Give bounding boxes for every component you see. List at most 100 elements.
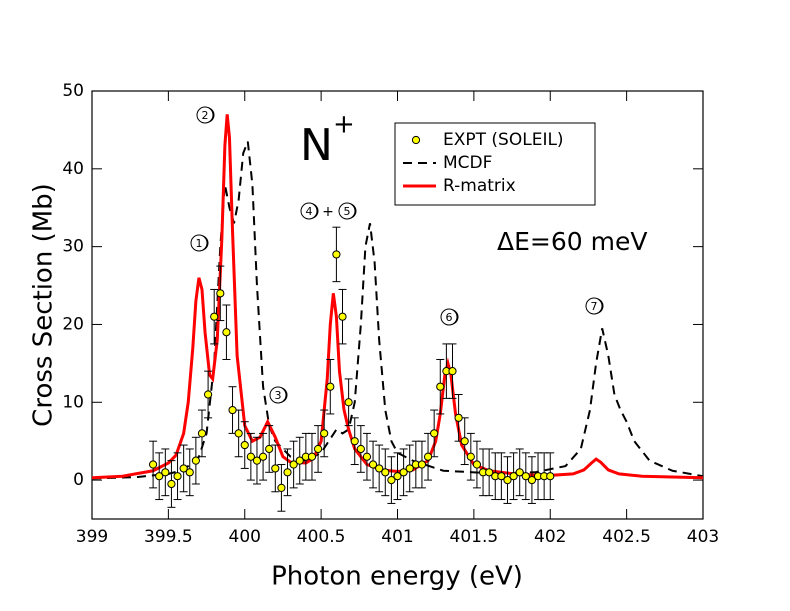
peak-label-circle	[190, 234, 208, 252]
annotation: ΔE=60 meV	[497, 227, 647, 256]
data-point	[381, 468, 390, 477]
x-axis-label: Photon energy (eV)	[271, 562, 523, 592]
peak-label-circle	[338, 202, 356, 220]
x-tick-label: 401	[381, 527, 413, 547]
y-tick-label: 0	[73, 470, 84, 490]
data-point	[173, 472, 182, 481]
data-point	[179, 464, 188, 473]
x-tick-label: 400	[229, 527, 261, 547]
x-tick-label: 399	[76, 527, 108, 547]
data-point	[546, 472, 555, 481]
data-point	[289, 460, 298, 469]
peak-label: 5	[344, 205, 351, 218]
x-tick-label: 399.5	[144, 527, 193, 547]
legend-marker	[411, 135, 421, 145]
data-point	[497, 472, 506, 481]
data-point	[155, 472, 164, 481]
x-tick-label: 402	[534, 527, 566, 547]
line-series	[91, 114, 704, 480]
data-point	[387, 475, 396, 485]
data-point	[423, 452, 433, 461]
data-point	[356, 444, 365, 454]
x-tick-label: 400.5	[297, 527, 346, 547]
data-point	[344, 398, 353, 407]
data-point	[375, 464, 384, 473]
data-point	[527, 475, 537, 485]
data-point	[228, 405, 237, 415]
data-point	[185, 468, 194, 477]
peak-label-circle	[269, 386, 287, 404]
data-point	[320, 429, 329, 438]
peak-label-circle	[300, 202, 318, 220]
data-point	[197, 429, 207, 438]
legend-label: MCDF	[443, 153, 492, 173]
data-point	[436, 382, 445, 391]
y-tick-label: 50	[62, 81, 84, 101]
data-point	[399, 468, 408, 477]
x-tick-label: 402.5	[602, 527, 651, 547]
y-tick-label: 20	[62, 314, 84, 334]
data-point	[515, 468, 524, 477]
data-point	[405, 464, 414, 473]
data-point	[149, 460, 158, 469]
data-point	[368, 460, 378, 469]
data-point	[362, 452, 372, 461]
legend-label: EXPT (SOLEIL)	[443, 130, 564, 150]
data-point	[417, 460, 427, 469]
annotation: +	[322, 204, 334, 220]
data-point	[454, 413, 463, 422]
chart-title: N	[300, 120, 333, 171]
line-series	[91, 141, 704, 480]
data-point	[338, 312, 347, 321]
chart-title-superscript: +	[333, 110, 355, 140]
data-point	[161, 468, 170, 477]
data-point	[265, 444, 274, 454]
data-point	[313, 444, 323, 454]
data-point	[252, 456, 262, 465]
peak-label: 4	[306, 205, 313, 218]
data-point	[246, 452, 255, 461]
data-point	[393, 472, 402, 481]
y-tick-label: 30	[62, 237, 84, 257]
data-point	[350, 437, 359, 446]
peak-label-circle	[585, 297, 603, 315]
data-point	[167, 479, 176, 489]
peak-label: 2	[202, 109, 209, 122]
data-point	[485, 468, 494, 477]
peak-label: 7	[591, 300, 598, 313]
data-point	[277, 483, 286, 492]
data-point	[295, 456, 304, 465]
data-point	[472, 460, 482, 469]
data-point	[210, 312, 219, 321]
data-point	[332, 250, 341, 259]
data-point	[448, 367, 457, 376]
data-point	[307, 452, 317, 461]
y-axis-label: Cross Section (Mb)	[29, 183, 59, 427]
data-point	[191, 456, 200, 465]
data-point	[203, 390, 213, 399]
data-point	[509, 472, 518, 481]
data-point	[521, 472, 530, 481]
data-point	[271, 464, 280, 473]
data-point	[460, 437, 469, 446]
data-point	[503, 475, 512, 485]
data-point	[326, 382, 335, 391]
peak-label: 1	[196, 237, 203, 250]
data-point	[283, 468, 292, 477]
data-point	[430, 429, 439, 438]
peak-label: 3	[275, 389, 282, 402]
legend-label: R-matrix	[443, 176, 516, 196]
x-tick-label: 401.5	[450, 527, 499, 547]
data-point	[240, 440, 249, 450]
peak-label-circle	[440, 308, 458, 326]
x-tick-label: 403	[687, 527, 719, 547]
peak-label: 6	[446, 311, 453, 324]
y-tick-label: 10	[62, 392, 84, 412]
peak-label-circle	[196, 106, 214, 124]
y-tick-label: 40	[62, 159, 84, 179]
data-point	[258, 452, 268, 461]
legend-box	[394, 122, 596, 206]
data-point	[216, 289, 225, 298]
